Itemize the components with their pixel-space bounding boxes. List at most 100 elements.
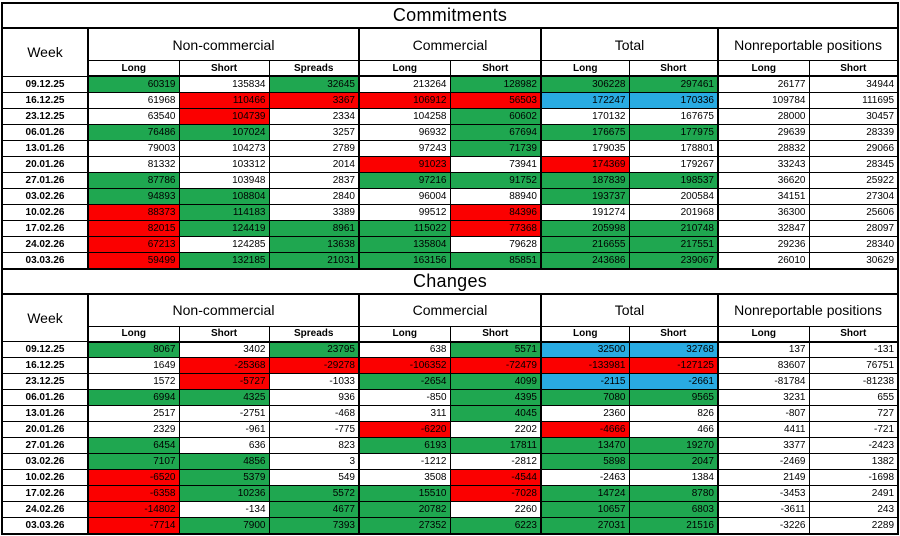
- value-cell: 2840: [268, 187, 360, 205]
- value-cell: 79628: [449, 235, 542, 253]
- value-cell: 1649: [87, 357, 180, 374]
- value-cell: 549: [268, 469, 360, 486]
- value-cell: 1384: [628, 469, 719, 486]
- value-cell: 96004: [358, 187, 451, 205]
- value-cell: 67694: [449, 123, 542, 141]
- table-row: 24.02.26 -14802 -134 4677 20782 2260 10657 6803…: [1, 501, 899, 518]
- value-cell: 25606: [808, 203, 899, 221]
- value-cell: 6994: [87, 389, 180, 406]
- value-cell: 8961: [268, 219, 360, 237]
- value-cell: 32768: [628, 341, 719, 358]
- value-cell: 67213: [87, 235, 180, 253]
- value-cell: 3: [268, 453, 360, 470]
- value-cell: 128982: [449, 75, 542, 93]
- value-cell: 103312: [178, 155, 270, 173]
- value-cell: 56503: [449, 91, 542, 109]
- value-cell: 4099: [449, 373, 542, 390]
- week-cell: 03.03.26: [1, 517, 89, 535]
- value-cell: 36300: [717, 203, 810, 221]
- value-cell: 177975: [628, 123, 719, 141]
- value-cell: 3508: [358, 469, 451, 486]
- value-cell: 23795: [268, 341, 360, 358]
- col-header-nr-long: Long: [717, 325, 810, 343]
- week-cell: 03.02.26: [1, 453, 89, 470]
- value-cell: 3231: [717, 389, 810, 406]
- value-cell: 7080: [540, 389, 630, 406]
- table-row: 16.12.25 61968 110466 3367 106912 56503 172247…: [1, 91, 899, 109]
- value-cell: 213264: [358, 75, 451, 93]
- value-cell: -2469: [717, 453, 810, 470]
- col-header-com-long: Long: [358, 60, 451, 77]
- week-cell: 13.01.26: [1, 139, 89, 157]
- value-cell: 26010: [717, 251, 810, 269]
- value-cell: 10657: [540, 501, 630, 518]
- value-cell: 17811: [449, 437, 542, 454]
- value-cell: 1572: [87, 373, 180, 390]
- value-cell: 6223: [449, 517, 542, 535]
- value-cell: -72479: [449, 357, 542, 374]
- week-cell: 03.02.26: [1, 187, 89, 205]
- value-cell: -6220: [358, 421, 451, 438]
- value-cell: 115022: [358, 219, 451, 237]
- value-cell: 77368: [449, 219, 542, 237]
- table-row: 27.01.26 6454 636 823 6193 17811 13470 19270 337…: [1, 437, 899, 454]
- value-cell: 2789: [268, 139, 360, 157]
- value-cell: 14724: [540, 485, 630, 502]
- week-cell: 09.12.25: [1, 75, 89, 93]
- commitments-body: 09.12.25 60319 135834 32645 213264 128982 3062…: [1, 75, 899, 269]
- value-cell: 2014: [268, 155, 360, 173]
- col-header-nc-spreads: Spreads: [268, 325, 360, 343]
- value-cell: 2491: [808, 485, 899, 502]
- value-cell: 109784: [717, 91, 810, 109]
- value-cell: -3453: [717, 485, 810, 502]
- value-cell: 13638: [268, 235, 360, 253]
- col-header-nc-long: Long: [87, 60, 180, 77]
- value-cell: 3257: [268, 123, 360, 141]
- col-header-total-long: Long: [540, 325, 630, 343]
- value-cell: 4045: [449, 405, 542, 422]
- value-cell: 7107: [87, 453, 180, 470]
- value-cell: 107024: [178, 123, 270, 141]
- table-row: 27.01.26 87786 103948 2837 97216 91752 187839 1…: [1, 171, 899, 189]
- col-header-nc-short: Short: [178, 60, 270, 77]
- table-row: 06.01.26 76486 107024 3257 96932 67694 176675 1…: [1, 123, 899, 141]
- table-row: 23.12.25 63540 104739 2334 104258 60602 170132…: [1, 107, 899, 125]
- changes-title: Changes: [1, 268, 899, 295]
- value-cell: 36620: [717, 171, 810, 189]
- value-cell: 239067: [628, 251, 719, 269]
- value-cell: -131: [808, 341, 899, 358]
- changes-table: Changes Week Non-commercial Commercial T…: [1, 267, 900, 535]
- value-cell: 191274: [540, 203, 630, 221]
- col-header-nr-long: Long: [717, 60, 810, 77]
- table-row: 06.01.26 6994 4325 936 -850 4395 7080 9565 3231 6…: [1, 389, 899, 406]
- group-header-nonreportable: Nonreportable positions: [716, 293, 899, 327]
- table-row: 23.12.25 1572 -5727 -1033 -2654 4099 -2115 -266…: [1, 373, 899, 390]
- value-cell: 6803: [628, 501, 719, 518]
- value-cell: 114183: [178, 203, 270, 221]
- value-cell: -6358: [87, 485, 180, 502]
- value-cell: 88373: [87, 203, 180, 221]
- group-header-noncommercial: Non-commercial: [87, 27, 360, 61]
- value-cell: 19270: [628, 437, 719, 454]
- col-header-nr-short: Short: [808, 325, 899, 343]
- week-cell: 09.12.25: [1, 341, 89, 358]
- value-cell: 32645: [268, 75, 360, 93]
- value-cell: -2812: [449, 453, 542, 470]
- value-cell: 81332: [87, 155, 180, 173]
- table-row: 09.12.25 60319 135834 32645 213264 128982 3062…: [1, 75, 899, 93]
- week-cell: 13.01.26: [1, 405, 89, 422]
- value-cell: 132185: [178, 251, 270, 269]
- value-cell: 167675: [628, 107, 719, 125]
- value-cell: 638: [358, 341, 451, 358]
- value-cell: 2517: [87, 405, 180, 422]
- group-header-total: Total: [540, 27, 719, 61]
- value-cell: -1033: [268, 373, 360, 390]
- value-cell: 466: [628, 421, 719, 438]
- value-cell: -25368: [178, 357, 270, 374]
- value-cell: 82015: [87, 219, 180, 237]
- value-cell: -4544: [449, 469, 542, 486]
- group-header-noncommercial: Non-commercial: [87, 293, 360, 327]
- value-cell: 111695: [808, 91, 899, 109]
- col-header-com-short: Short: [449, 325, 542, 343]
- week-cell: 24.02.26: [1, 235, 89, 253]
